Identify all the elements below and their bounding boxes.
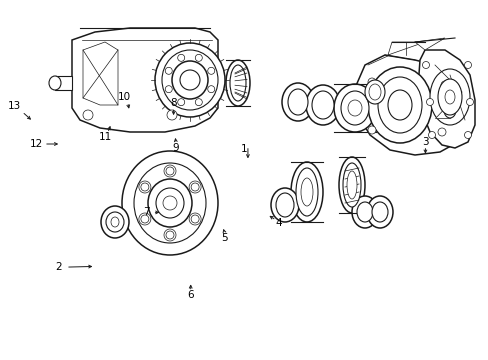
- Circle shape: [195, 54, 202, 61]
- Text: 13: 13: [8, 101, 21, 111]
- PathPatch shape: [387, 42, 424, 55]
- Text: 6: 6: [187, 290, 194, 300]
- Ellipse shape: [148, 179, 192, 227]
- Circle shape: [167, 110, 177, 120]
- Ellipse shape: [155, 43, 224, 117]
- Ellipse shape: [270, 188, 298, 222]
- Ellipse shape: [275, 193, 293, 217]
- Ellipse shape: [371, 202, 387, 222]
- Ellipse shape: [134, 163, 205, 243]
- Ellipse shape: [106, 212, 124, 232]
- Circle shape: [466, 99, 472, 105]
- Ellipse shape: [122, 151, 218, 255]
- Ellipse shape: [429, 69, 469, 125]
- Text: 8: 8: [170, 98, 177, 108]
- Ellipse shape: [347, 100, 361, 116]
- Ellipse shape: [225, 60, 249, 106]
- Ellipse shape: [49, 76, 61, 90]
- PathPatch shape: [417, 50, 474, 148]
- Ellipse shape: [163, 196, 177, 210]
- Text: 1: 1: [241, 144, 247, 154]
- Ellipse shape: [180, 70, 200, 90]
- Ellipse shape: [287, 89, 307, 115]
- Text: 2: 2: [55, 262, 62, 272]
- Ellipse shape: [364, 80, 384, 104]
- Circle shape: [427, 131, 435, 139]
- Circle shape: [207, 67, 214, 74]
- Ellipse shape: [351, 196, 377, 228]
- Ellipse shape: [101, 206, 129, 238]
- Text: 9: 9: [172, 143, 179, 153]
- Ellipse shape: [443, 102, 455, 118]
- Circle shape: [422, 62, 428, 68]
- Text: 3: 3: [421, 137, 428, 147]
- Circle shape: [141, 183, 148, 191]
- Circle shape: [367, 78, 375, 86]
- Ellipse shape: [111, 217, 119, 227]
- PathPatch shape: [434, 102, 449, 118]
- Ellipse shape: [437, 79, 461, 115]
- Text: 12: 12: [30, 139, 43, 149]
- Ellipse shape: [444, 90, 454, 104]
- PathPatch shape: [55, 76, 72, 90]
- PathPatch shape: [354, 55, 464, 155]
- Ellipse shape: [340, 91, 368, 125]
- Ellipse shape: [366, 196, 392, 228]
- Circle shape: [165, 231, 174, 239]
- PathPatch shape: [414, 38, 444, 50]
- Ellipse shape: [290, 162, 323, 222]
- Circle shape: [207, 86, 214, 93]
- Circle shape: [195, 99, 202, 106]
- Circle shape: [367, 126, 375, 134]
- Circle shape: [189, 213, 201, 225]
- Ellipse shape: [377, 77, 421, 133]
- Circle shape: [191, 215, 199, 223]
- Text: 5: 5: [221, 233, 228, 243]
- Circle shape: [165, 86, 172, 93]
- Ellipse shape: [387, 90, 411, 120]
- Text: 11: 11: [98, 132, 112, 142]
- Circle shape: [139, 181, 151, 193]
- Circle shape: [83, 110, 93, 120]
- Circle shape: [163, 229, 176, 241]
- Ellipse shape: [156, 188, 183, 218]
- PathPatch shape: [72, 28, 218, 132]
- Circle shape: [177, 54, 184, 61]
- Ellipse shape: [367, 67, 431, 143]
- Ellipse shape: [342, 163, 360, 207]
- Text: 10: 10: [118, 92, 131, 102]
- Text: 7: 7: [143, 207, 150, 217]
- Ellipse shape: [356, 202, 372, 222]
- Circle shape: [191, 183, 199, 191]
- Ellipse shape: [295, 168, 317, 216]
- Ellipse shape: [346, 171, 356, 199]
- Ellipse shape: [338, 157, 364, 213]
- Circle shape: [464, 131, 470, 139]
- Circle shape: [464, 62, 470, 68]
- PathPatch shape: [83, 42, 118, 105]
- Circle shape: [165, 67, 172, 74]
- Circle shape: [177, 99, 184, 106]
- Circle shape: [139, 213, 151, 225]
- Circle shape: [440, 81, 448, 89]
- Ellipse shape: [368, 84, 380, 100]
- Ellipse shape: [311, 91, 333, 119]
- Ellipse shape: [333, 84, 375, 132]
- Circle shape: [141, 215, 148, 223]
- Ellipse shape: [301, 178, 312, 206]
- Ellipse shape: [305, 85, 339, 125]
- Ellipse shape: [172, 61, 207, 99]
- Circle shape: [165, 167, 174, 175]
- Ellipse shape: [229, 65, 245, 101]
- Circle shape: [163, 165, 176, 177]
- Circle shape: [437, 128, 445, 136]
- Circle shape: [426, 99, 433, 105]
- Circle shape: [189, 181, 201, 193]
- Text: 4: 4: [275, 218, 282, 228]
- Ellipse shape: [282, 83, 313, 121]
- Ellipse shape: [162, 50, 218, 110]
